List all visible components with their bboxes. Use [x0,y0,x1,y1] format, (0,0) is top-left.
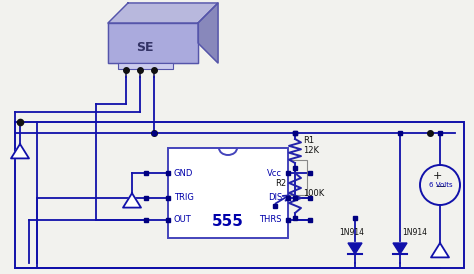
Text: DIS: DIS [268,193,282,202]
Text: —: — [435,181,445,191]
Polygon shape [108,23,198,63]
Polygon shape [348,243,362,254]
Polygon shape [393,243,407,254]
Text: GND: GND [174,169,193,178]
Bar [168,148,288,238]
Text: 100K: 100K [303,189,324,198]
Polygon shape [123,193,141,208]
Polygon shape [431,243,449,257]
Text: THRS: THRS [259,215,282,224]
Text: 6 Volts: 6 Volts [429,182,453,188]
Text: 1N914: 1N914 [402,228,427,237]
Text: 1N914: 1N914 [339,228,364,237]
Text: R2: R2 [275,179,286,188]
Bar [118,63,173,69]
Text: 12K: 12K [303,146,319,155]
Polygon shape [108,3,218,23]
Text: +: + [432,171,442,181]
Bar [283,160,307,195]
Text: SE: SE [136,41,154,54]
Text: Vcc: Vcc [267,169,282,178]
Polygon shape [11,144,29,158]
Text: OUT: OUT [174,215,192,224]
Text: TRIG: TRIG [174,193,194,202]
Polygon shape [198,3,218,63]
Bar [15,122,464,268]
Text: 555: 555 [212,214,244,229]
Text: R1: R1 [303,136,314,145]
